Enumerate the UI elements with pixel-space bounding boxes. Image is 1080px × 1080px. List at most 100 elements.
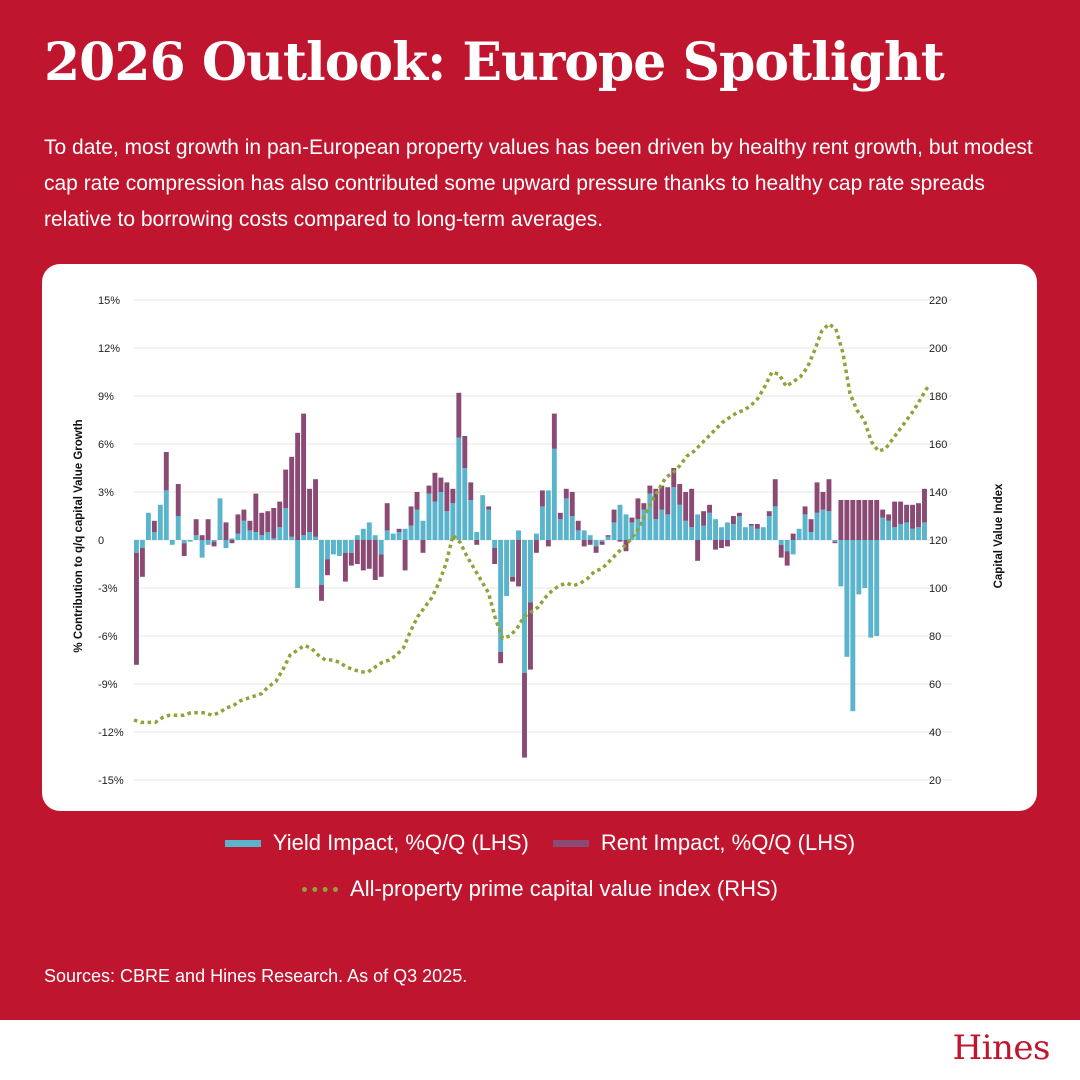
yield-bar (223, 540, 229, 548)
yield-bar (462, 468, 468, 540)
yield-bar (456, 437, 462, 540)
yield-bar (647, 493, 653, 540)
yield-bar (187, 540, 193, 542)
right-tick-label: 220 (929, 295, 947, 307)
rent-bar (880, 509, 886, 518)
yield-bar (575, 530, 581, 540)
yield-bar (910, 528, 915, 540)
yield-bar (450, 503, 456, 540)
yield-bar (760, 527, 766, 540)
yield-bar (677, 504, 683, 540)
rent-bar (611, 509, 617, 523)
rent-bar (366, 540, 372, 569)
yield-bar (551, 448, 557, 540)
rent-bar (289, 456, 295, 537)
rent-bar (474, 540, 480, 545)
yield-bar (145, 512, 151, 540)
rent-bar (772, 479, 778, 507)
yield-bar (623, 514, 629, 540)
rent-bar (516, 540, 521, 587)
yield-bar (569, 516, 575, 540)
yield-bar (247, 530, 253, 540)
rent-bar (301, 413, 307, 536)
yield-bar (235, 533, 241, 540)
yield-bar (671, 487, 677, 540)
right-tick-label: 40 (929, 727, 941, 739)
yield-bar (587, 535, 593, 540)
rent-bar (707, 504, 713, 513)
yield-bar (319, 540, 324, 585)
right-tick-label: 120 (929, 535, 947, 547)
yield-bar (241, 520, 247, 540)
yield-bar (360, 528, 366, 540)
yield-bar (522, 540, 527, 673)
rent-bar (826, 479, 832, 512)
left-tick-label: 6% (98, 439, 114, 451)
yield-bar (402, 528, 408, 540)
rent-bar (402, 540, 408, 571)
yield-bar (605, 536, 611, 540)
rent-bar (910, 504, 915, 529)
right-tick-label: 80 (929, 631, 941, 643)
yield-bar (157, 504, 163, 540)
rent-bar (486, 506, 492, 510)
rent-bar (438, 477, 444, 492)
yield-bar (372, 535, 378, 540)
right-tick-label: 20 (929, 775, 941, 787)
yield-bar (617, 504, 623, 540)
rent-bar (838, 500, 844, 540)
rent-bar (898, 501, 904, 524)
yield-bar (366, 522, 372, 540)
legend-item-yield: Yield Impact, %Q/Q (LHS) (224, 830, 529, 856)
rent-bar (766, 511, 772, 516)
yield-bar (898, 524, 904, 540)
rent-bar (748, 524, 754, 526)
rent-bar (844, 500, 850, 540)
rent-bar (414, 492, 420, 510)
left-tick-label: -15% (98, 775, 124, 787)
legend-swatch-index (302, 886, 339, 892)
left-tick-label: -9% (98, 679, 118, 691)
rent-bar (671, 468, 677, 488)
yield-bar (563, 498, 569, 540)
yield-bar (856, 540, 862, 595)
rent-bar (754, 524, 760, 529)
left-axis-ticks: 15% 12% 9% 6% 3% 0 -3% -6% -9% -12% -15% (98, 295, 124, 787)
rent-bar (868, 500, 874, 540)
yield-bar (492, 540, 498, 548)
rent-bar (617, 540, 623, 542)
yield-bar (169, 540, 175, 545)
yield-bar (886, 520, 892, 540)
rent-bar (444, 482, 450, 512)
rent-bar (539, 490, 545, 507)
rent-bar (378, 554, 384, 577)
sources-note: Sources: CBRE and Hines Research. As of … (44, 966, 468, 986)
yield-bar (539, 506, 545, 540)
yield-bar (516, 530, 521, 540)
rent-bar (307, 488, 313, 532)
yield-bar (295, 540, 301, 588)
rent-bar (360, 540, 366, 571)
yield-bar (629, 522, 635, 540)
yield-bar (390, 533, 396, 540)
rent-bar (426, 485, 432, 494)
yield-bar (396, 532, 402, 540)
rent-bar (563, 488, 569, 499)
rent-bar (605, 535, 611, 537)
rent-bar (528, 602, 533, 670)
yield-bar (408, 525, 414, 540)
yield-bar (868, 540, 874, 638)
rent-bar (713, 540, 718, 550)
rent-bar (325, 559, 330, 576)
hines-logo: Hines (952, 1028, 1051, 1068)
yield-bar (438, 492, 444, 540)
legend-label-rent: Rent Impact, %Q/Q (LHS) (600, 830, 856, 855)
yield-bar (277, 527, 283, 540)
left-tick-label: 12% (98, 343, 120, 355)
right-tick-label: 180 (929, 391, 947, 403)
yield-bar (325, 540, 330, 560)
left-tick-label: 3% (98, 487, 114, 499)
yield-bar (199, 540, 205, 558)
yield-bar (707, 512, 713, 540)
rent-bar (551, 413, 557, 449)
